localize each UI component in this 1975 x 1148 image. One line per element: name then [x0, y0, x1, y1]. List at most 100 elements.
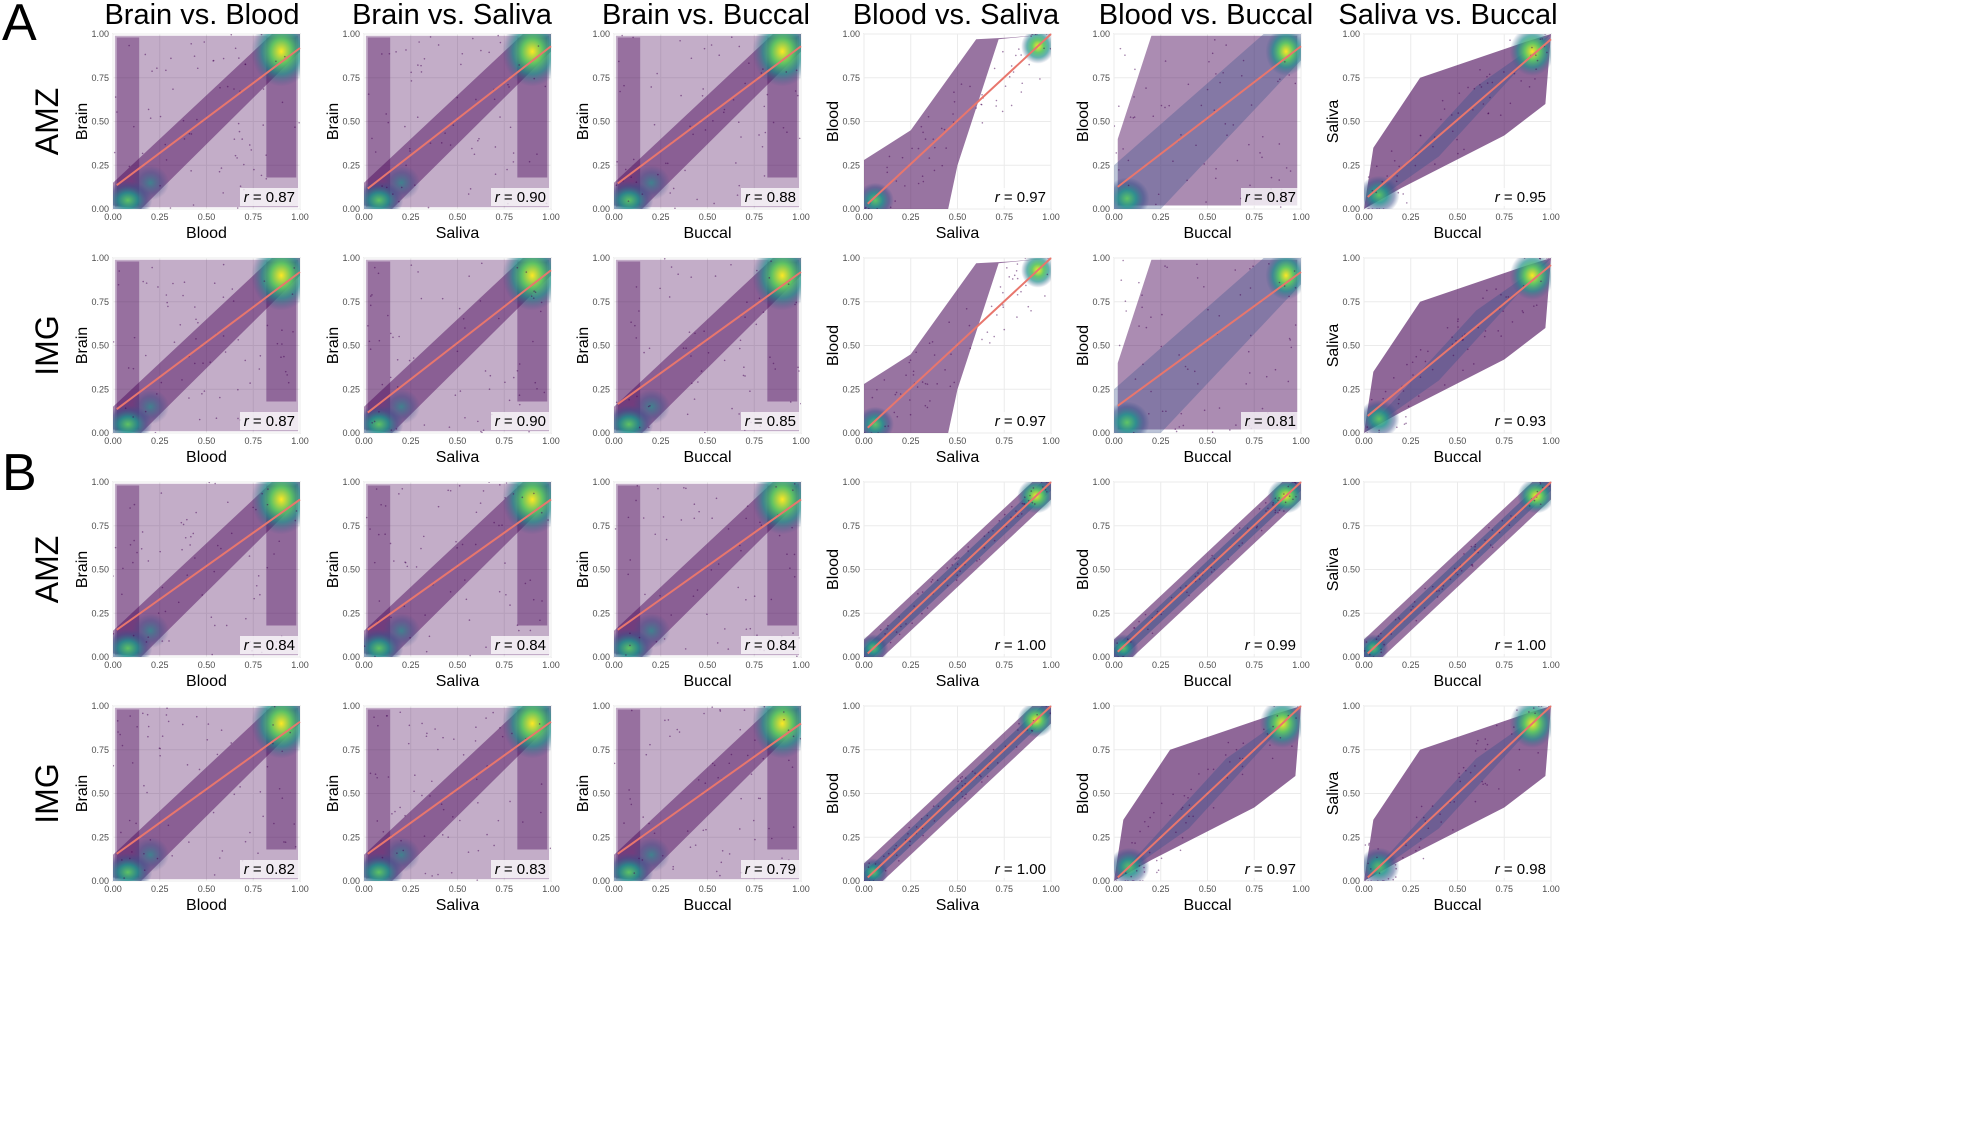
data-point: [1367, 880, 1369, 881]
data-point: [452, 124, 455, 127]
data-point: [759, 521, 761, 524]
x-tick-label: 1.00: [1542, 436, 1560, 446]
y-tick-label: 0.25: [1092, 160, 1110, 170]
data-point: [281, 101, 284, 104]
data-point: [932, 805, 935, 807]
data-point: [166, 301, 168, 304]
data-point: [1469, 771, 1472, 774]
data-point: [1278, 281, 1281, 284]
y-tick-label: 1.00: [91, 477, 109, 487]
density-band: [113, 258, 300, 433]
data-point: [1248, 372, 1251, 374]
data-point: [698, 510, 700, 513]
density-haze: [116, 261, 140, 430]
data-point: [653, 123, 656, 126]
data-point: [893, 848, 896, 850]
data-point: [1480, 86, 1483, 88]
data-point: [798, 137, 801, 140]
data-point: [1497, 330, 1500, 332]
data-point: [952, 113, 954, 115]
data-point: [1139, 880, 1141, 881]
data-point: [237, 417, 239, 420]
y-tick-label: 0.75: [342, 745, 360, 755]
data-point: [183, 138, 186, 140]
r-annotation-bg: [741, 412, 799, 430]
x-tick-label: 0.75: [995, 436, 1013, 446]
data-point: [638, 426, 641, 429]
data-point: [665, 538, 668, 541]
r-annotation: r = 1.00: [995, 861, 1046, 878]
r-annotation: r = 0.90: [495, 413, 546, 430]
data-point: [1212, 768, 1215, 771]
data-point: [1440, 821, 1443, 823]
y-tick-label: 0.00: [1092, 204, 1110, 214]
fit-line: [867, 257, 1052, 429]
data-point: [1165, 410, 1167, 413]
data-point: [1003, 513, 1006, 516]
x-tick-label: 1.00: [542, 884, 560, 894]
data-point: [161, 735, 164, 737]
data-point: [286, 374, 288, 376]
data-point: [713, 764, 716, 767]
data-point: [1027, 499, 1030, 502]
data-point: [1241, 542, 1244, 544]
data-point: [1195, 144, 1197, 147]
data-point: [1125, 872, 1127, 875]
data-point: [1134, 378, 1137, 380]
x-tick-label: 0.00: [355, 436, 373, 446]
data-point: [981, 122, 984, 124]
r-annotation-bg: [240, 860, 298, 878]
data-point: [1003, 328, 1006, 331]
data-point: [696, 589, 699, 591]
fit-line: [1367, 38, 1552, 198]
data-point: [418, 41, 420, 43]
x-tick-label: 1.00: [1042, 660, 1060, 670]
data-point: [1269, 744, 1271, 746]
data-point: [193, 55, 196, 57]
y-tick-label: 0.25: [1092, 384, 1110, 394]
data-point: [493, 521, 495, 524]
data-point: [1438, 589, 1440, 592]
data-point: [1474, 765, 1476, 767]
data-point: [1457, 112, 1460, 114]
data-point: [1117, 656, 1119, 657]
data-point: [118, 270, 121, 272]
data-point: [272, 724, 274, 726]
data-point: [1482, 783, 1484, 786]
y-tick-label: 0.25: [342, 608, 360, 618]
data-point: [929, 400, 931, 402]
data-point: [540, 783, 543, 785]
data-point: [475, 726, 477, 729]
data-point: [1470, 545, 1473, 548]
fit-line: [367, 498, 552, 631]
data-point: [164, 143, 167, 146]
data-point: [1187, 83, 1190, 86]
data-point: [237, 338, 240, 341]
data-point: [132, 561, 134, 564]
data-point: [895, 391, 898, 394]
data-point: [212, 811, 215, 814]
data-point: [704, 782, 707, 784]
data-point: [898, 616, 900, 618]
data-point: [182, 294, 184, 297]
data-point: [1135, 870, 1138, 872]
data-point: [534, 381, 537, 384]
density-band: [614, 34, 801, 209]
data-point: [1023, 503, 1025, 505]
data-point: [441, 834, 444, 836]
data-point: [659, 287, 661, 290]
data-point: [1482, 297, 1484, 300]
data-point: [195, 715, 198, 718]
data-point: [1435, 590, 1438, 592]
r-annotation-bg: [1241, 412, 1299, 430]
r-annotation: r = 0.87: [244, 413, 295, 430]
data-point: [453, 738, 455, 740]
y-tick-label: 0.25: [842, 160, 860, 170]
data-point: [253, 168, 255, 171]
data-point: [132, 634, 135, 637]
data-point: [1015, 746, 1018, 748]
data-point: [462, 754, 465, 756]
x-tick-label: 0.75: [995, 660, 1013, 670]
x-axis-label: Buccal: [1183, 673, 1231, 690]
data-point: [1366, 426, 1369, 428]
